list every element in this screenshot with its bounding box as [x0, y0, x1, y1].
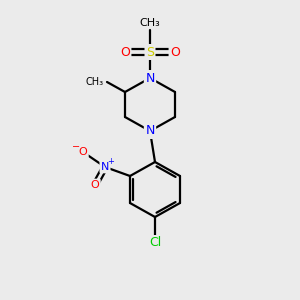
Text: O: O — [91, 180, 99, 190]
Text: O: O — [120, 46, 130, 59]
Text: Cl: Cl — [149, 236, 161, 250]
Text: S: S — [146, 46, 154, 59]
Text: −: − — [72, 142, 80, 152]
Text: O: O — [170, 46, 180, 59]
Text: N: N — [145, 71, 155, 85]
Text: +: + — [108, 157, 114, 166]
Text: CH₃: CH₃ — [86, 77, 104, 87]
Text: N: N — [101, 162, 109, 172]
Text: CH₃: CH₃ — [140, 18, 160, 28]
Text: N: N — [145, 124, 155, 137]
Text: O: O — [79, 147, 87, 157]
